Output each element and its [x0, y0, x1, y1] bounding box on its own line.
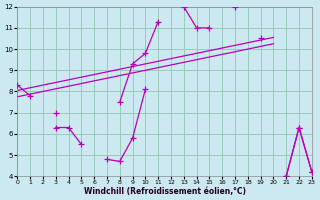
X-axis label: Windchill (Refroidissement éolien,°C): Windchill (Refroidissement éolien,°C)	[84, 187, 245, 196]
